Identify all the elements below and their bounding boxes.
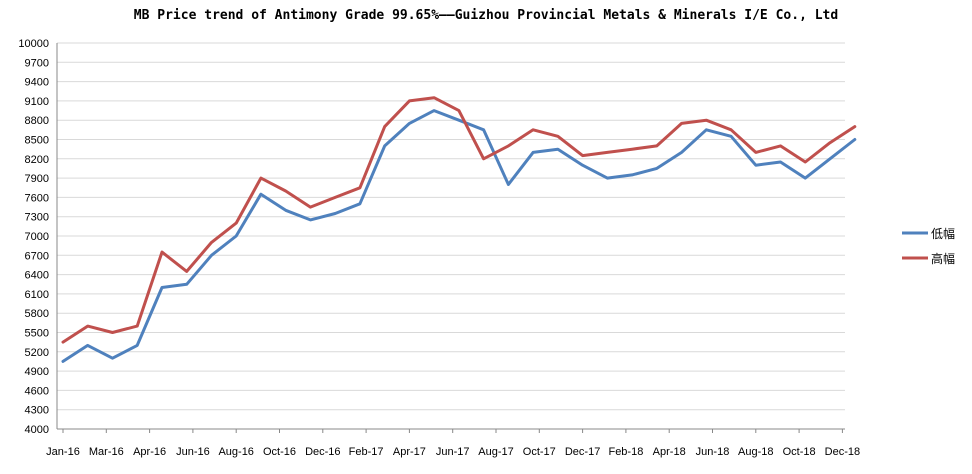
y-tick-label: 10000 [18, 38, 49, 50]
x-tick-label: Jun-18 [696, 446, 730, 458]
y-tick-label: 7300 [25, 212, 49, 224]
y-tick-label: 5800 [25, 308, 49, 320]
y-tick-label: 8200 [25, 154, 49, 166]
x-tick-label: Feb-17 [349, 446, 384, 458]
y-tick-label: 4900 [25, 366, 49, 378]
series-line-0 [61, 109, 857, 363]
y-tick-label: 9700 [25, 57, 49, 69]
x-tick-label: Apr-17 [393, 446, 426, 458]
series-line-1 [61, 96, 857, 344]
y-tick-label: 5200 [25, 347, 49, 359]
x-tick-label: Jun-17 [436, 446, 470, 458]
y-tick-label: 6400 [25, 270, 49, 282]
x-tick-label: Feb-18 [608, 446, 643, 458]
y-tick-label: 4000 [25, 424, 49, 436]
y-tick-label: 8800 [25, 115, 49, 127]
x-tick-label: Dec-18 [825, 446, 860, 458]
series-lines [61, 96, 857, 363]
grid [57, 42, 845, 430]
x-tick-label: Mar-16 [89, 446, 124, 458]
x-tick-label: Apr-18 [653, 446, 686, 458]
x-tick-label: Aug-18 [738, 446, 773, 458]
legend-label: 高幅 [931, 251, 955, 266]
y-tick-label: 7600 [25, 192, 49, 204]
x-tick-label: Oct-16 [263, 446, 296, 458]
axes: 4000 4300 4600 4900 5200 5500 5800 6100 6400 6700… [18, 38, 860, 458]
x-tick-label: Jan-16 [46, 446, 80, 458]
y-tick-label: 6700 [25, 250, 49, 262]
y-tick-label: 7900 [25, 173, 49, 185]
x-tick-label: Aug-17 [478, 446, 513, 458]
y-tick-label: 6100 [25, 289, 49, 301]
x-tick-label: Dec-16 [305, 446, 340, 458]
x-tick-label: Jun-16 [176, 446, 210, 458]
chart-title: MB Price trend of Antimony Grade 99.65%—… [134, 8, 838, 23]
y-tick-label: 4300 [25, 405, 49, 417]
y-tick-label: 7000 [25, 231, 49, 243]
x-tick-label: Aug-16 [218, 446, 253, 458]
y-tick-label: 5500 [25, 328, 49, 340]
x-tick-label: Apr-16 [133, 446, 166, 458]
y-tick-label: 4600 [25, 385, 49, 397]
x-tick-label: Oct-18 [783, 446, 816, 458]
y-tick-label: 8500 [25, 135, 49, 147]
y-tick-label: 9400 [25, 77, 49, 89]
y-tick-label: 9100 [25, 96, 49, 108]
x-tick-label: Dec-17 [565, 446, 600, 458]
legend-label: 低幅 [931, 226, 955, 241]
x-tick-label: Oct-17 [523, 446, 556, 458]
